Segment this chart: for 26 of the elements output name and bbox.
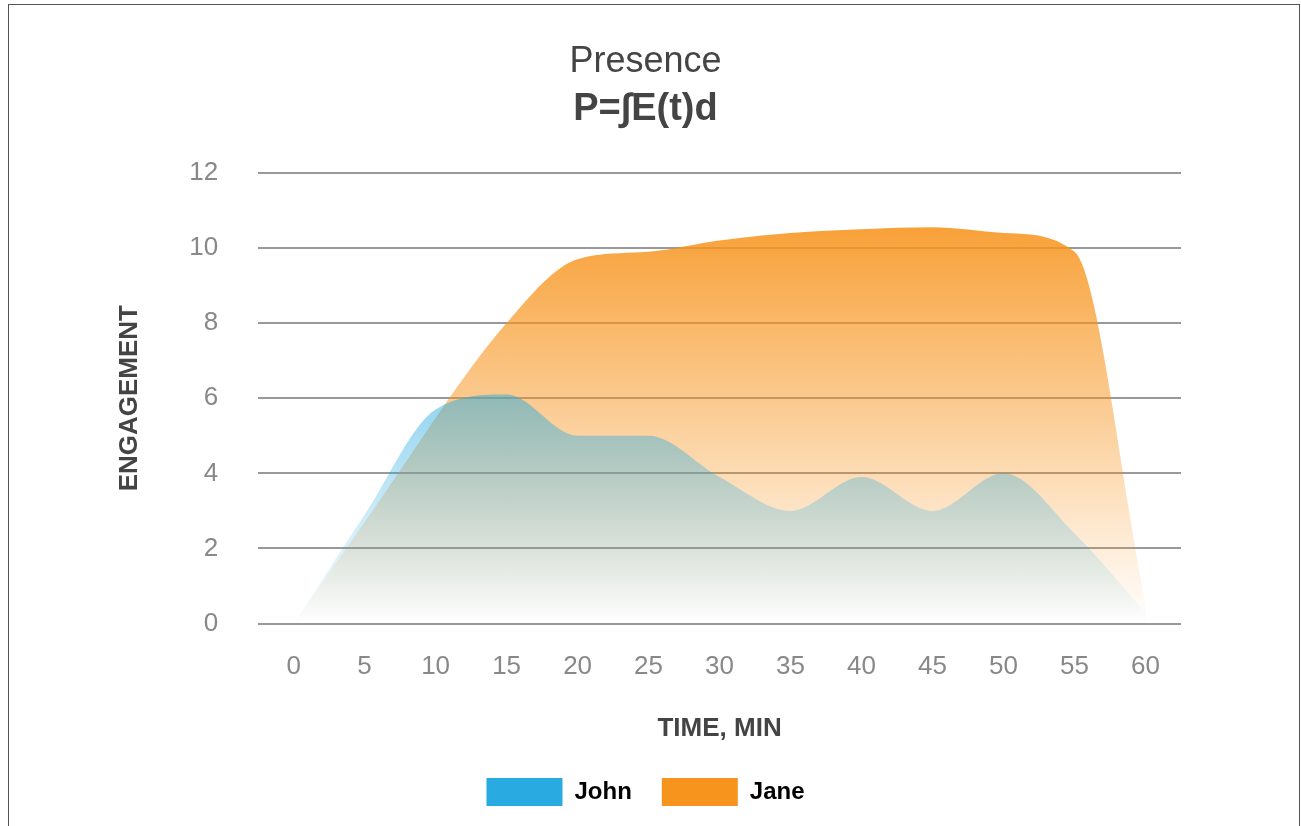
- y-tick-label: 4: [203, 456, 219, 487]
- x-tick-label: 50: [989, 650, 1018, 681]
- y-tick-label: 10: [189, 231, 219, 262]
- x-tick-label: 5: [357, 650, 372, 681]
- x-tick-label: 55: [1060, 650, 1089, 681]
- chart-title: Presence: [569, 38, 722, 80]
- x-axis-title: TIME, MIN: [657, 711, 782, 742]
- y-axis-title: ENGAGEMENT: [112, 304, 143, 492]
- x-tick-label: 10: [421, 650, 451, 681]
- x-tick-label: 15: [492, 650, 522, 681]
- y-tick-label: 0: [203, 606, 219, 637]
- x-tick-label: 0: [286, 650, 301, 681]
- chart-subtitle: P=∫E(t)d: [573, 86, 718, 130]
- y-tick-label: 2: [203, 531, 219, 562]
- x-tick-label: 20: [563, 650, 593, 681]
- x-tick-label: 60: [1131, 650, 1160, 681]
- x-tick-label: 30: [705, 650, 735, 681]
- legend-label: John: [574, 776, 632, 804]
- x-tick-label: 25: [634, 650, 664, 681]
- y-tick-label: 6: [203, 381, 219, 412]
- x-tick-label: 35: [776, 650, 806, 681]
- x-tick-label: 40: [847, 650, 876, 681]
- y-tick-label: 12: [189, 155, 219, 186]
- legend-label: Jane: [749, 776, 805, 804]
- y-tick-label: 8: [203, 306, 219, 337]
- x-tick-label: 45: [918, 650, 947, 681]
